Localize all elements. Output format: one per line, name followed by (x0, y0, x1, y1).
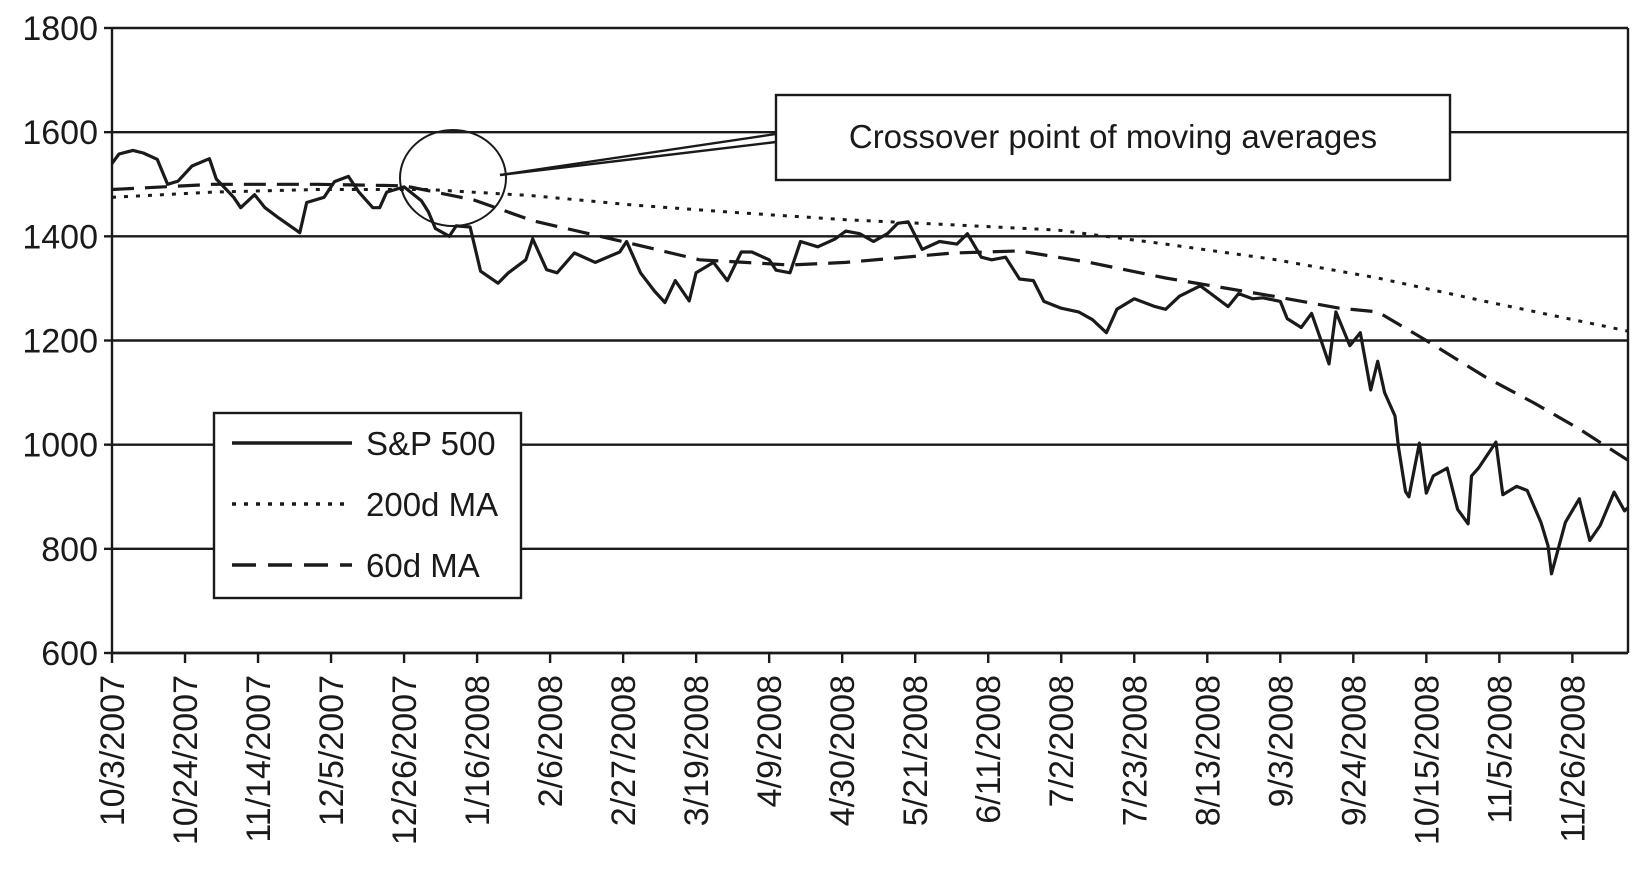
x-tick-label: 4/30/2008 (824, 675, 862, 826)
x-tick-label: 9/24/2008 (1335, 675, 1373, 826)
x-tick-label: 7/23/2008 (1116, 675, 1154, 826)
x-tick-label: 1/16/2008 (459, 675, 497, 826)
annotation-label: Crossover point of moving averages (849, 118, 1377, 155)
series-line-200d-ma (111, 188, 1629, 333)
series-line-s-p-500 (110, 148, 1630, 576)
x-tick-label: 2/27/2008 (605, 675, 643, 826)
annotation-arrow-lower (499, 140, 777, 177)
legend-label-60d-ma: 60d MA (366, 547, 480, 584)
y-tick-label: 1800 (22, 10, 98, 48)
x-tick-label: 8/13/2008 (1189, 675, 1227, 826)
annotation-arrow-upper (499, 132, 777, 177)
y-tick-label: 800 (41, 531, 98, 569)
x-tick-label: 12/5/2007 (313, 675, 351, 826)
y-tick-label: 600 (41, 635, 98, 673)
y-tick-label: 1600 (22, 114, 98, 152)
crossover-circle (399, 129, 507, 227)
x-axis: 10/3/2007 10/24/2007 11/14/2007 12/5/2007 12… (94, 651, 1628, 845)
x-tick-label: 12/26/2007 (386, 675, 424, 845)
x-tick-label: 7/2/2008 (1043, 675, 1081, 807)
x-tick-label: 4/9/2008 (751, 675, 789, 807)
x-tick-label: 3/19/2008 (678, 675, 716, 826)
series-line-60d-ma (111, 182, 1629, 462)
y-axis: 600 800 1000 1200 1400 1600 1800 (22, 10, 1630, 673)
x-tick-label: 10/3/2007 (94, 675, 132, 826)
x-tick-label: 11/26/2008 (1554, 675, 1592, 843)
x-tick-label: 6/11/2008 (970, 675, 1008, 824)
annotation-box (774, 93, 1452, 182)
y-tick-label: 1400 (22, 218, 98, 256)
x-tick-label: 11/5/2008 (1481, 675, 1519, 824)
x-tick-label: 11/14/2007 (240, 675, 278, 843)
series-group (110, 148, 1630, 576)
x-tick-label: 10/15/2008 (1408, 675, 1446, 845)
y-tick-label: 1200 (22, 323, 98, 361)
x-tick-label: 2/6/2008 (532, 675, 570, 807)
legend: S&P 500 200d MA 60d MA (212, 411, 523, 600)
legend-label-sp500: S&P 500 (366, 425, 496, 462)
legend-label-200d-ma: 200d MA (366, 486, 498, 523)
x-tick-label: 5/21/2008 (897, 675, 935, 826)
x-tick-label: 9/3/2008 (1262, 675, 1300, 807)
y-tick-label: 1000 (22, 427, 98, 465)
x-tick-label: 10/24/2007 (167, 675, 205, 845)
annotation: Crossover point of moving averages (399, 93, 1452, 227)
